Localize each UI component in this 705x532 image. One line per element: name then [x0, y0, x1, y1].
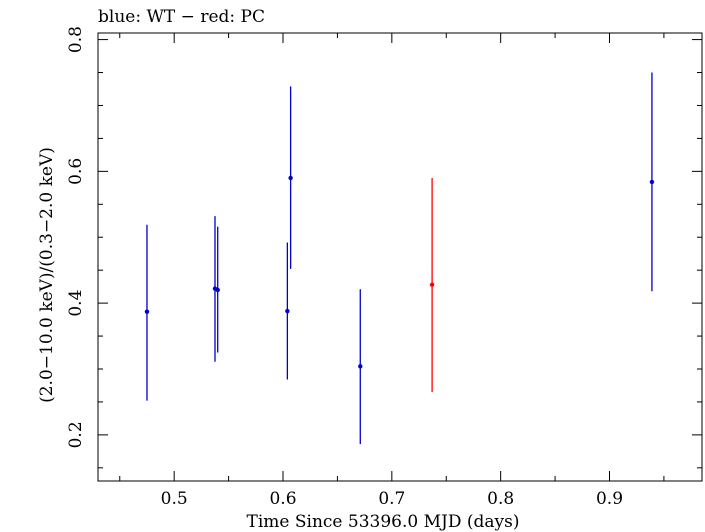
x-tick-label: 0.6	[269, 489, 296, 509]
data-point	[288, 175, 293, 181]
x-tick-labels: 0.5 0.6 0.7 0.8 0.9	[161, 489, 623, 509]
axis-ticks	[98, 33, 702, 481]
data-point	[285, 308, 290, 314]
chart-title: blue: WT − red: PC	[98, 7, 265, 27]
data-series	[144, 72, 655, 445]
y-axis-label: (2.0−10.0 keV)/(0.3−2.0 keV)	[37, 147, 57, 403]
data-point	[429, 282, 435, 287]
x-tick-label: 0.5	[161, 489, 188, 509]
x-axis-label: Time Since 53396.0 MJD (days)	[247, 512, 520, 532]
data-point	[215, 287, 220, 293]
y-tick-label: 0.6	[66, 158, 86, 185]
plot-frame	[97, 32, 703, 482]
x-tick-label: 0.7	[378, 489, 405, 509]
y-tick-label: 0.8	[66, 26, 86, 53]
x-tick-label: 0.9	[596, 489, 623, 509]
x-tick-label: 0.8	[487, 489, 514, 509]
series-wt	[144, 72, 655, 445]
y-tick-label: 0.4	[66, 290, 86, 317]
data-point	[649, 179, 655, 185]
data-point	[144, 309, 150, 314]
data-point	[358, 364, 363, 369]
y-tick-label: 0.2	[66, 421, 86, 448]
y-tick-labels: 0.2 0.4 0.6 0.8	[66, 26, 86, 448]
series-pc	[429, 177, 435, 393]
